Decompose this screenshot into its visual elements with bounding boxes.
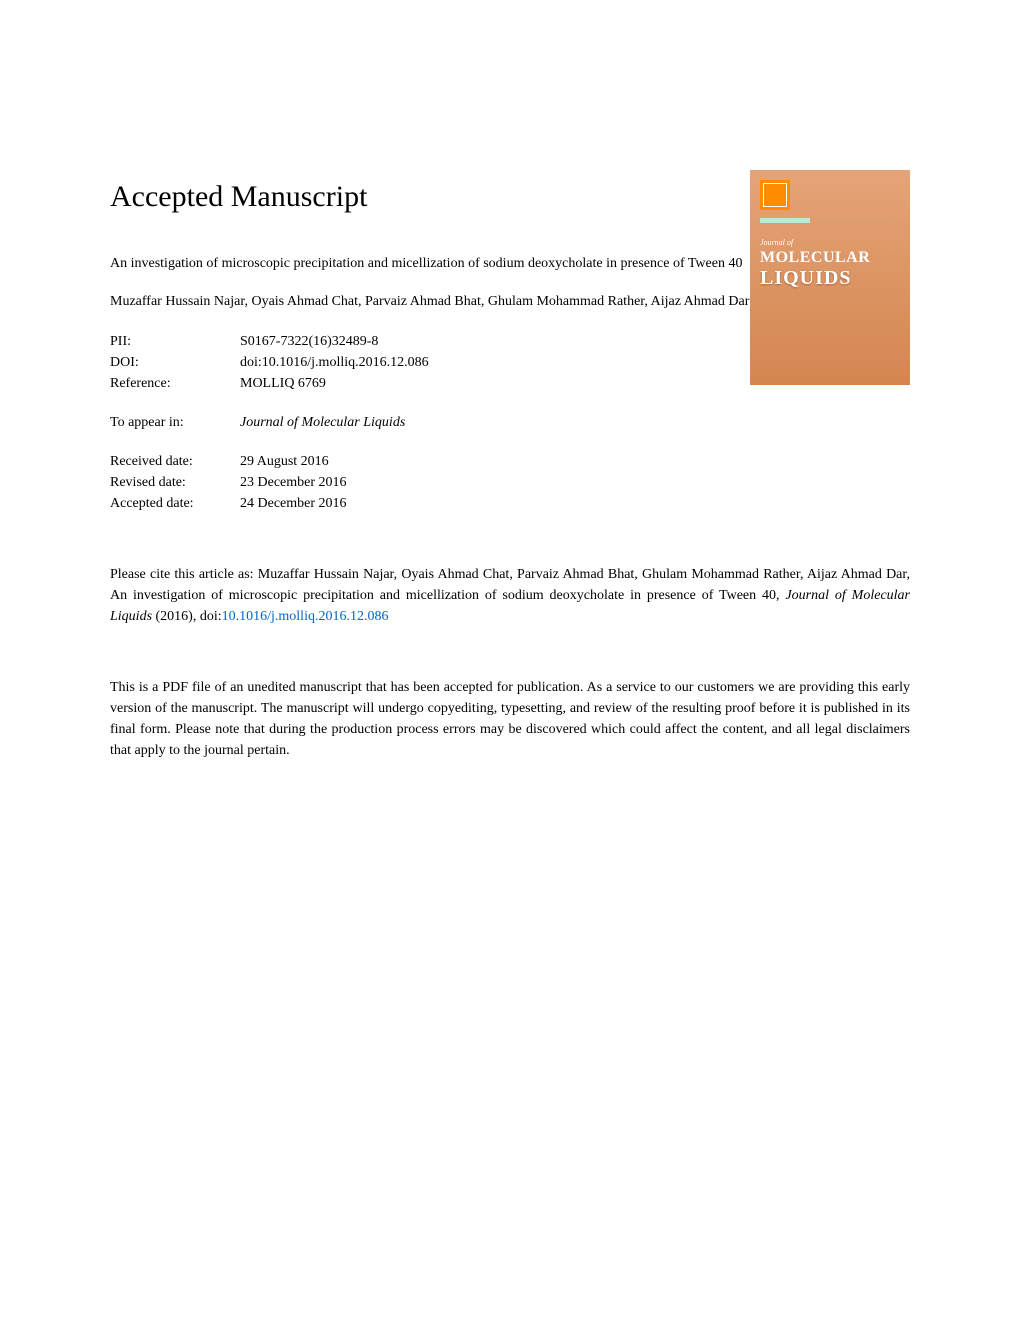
received-row: Received date: 29 August 2016	[110, 451, 910, 472]
pii-label: PII:	[110, 331, 240, 352]
disclaimer-paragraph: This is a PDF file of an unedited manusc…	[110, 677, 910, 761]
received-value: 29 August 2016	[240, 451, 329, 472]
citation-paragraph: Please cite this article as: Muzaffar Hu…	[110, 564, 910, 627]
cover-accent-bar	[760, 218, 810, 223]
accepted-row: Accepted date: 24 December 2016	[110, 493, 910, 514]
cover-title-line2: LIQUIDS	[760, 267, 900, 290]
appear-table: To appear in: Journal of Molecular Liqui…	[110, 412, 910, 433]
accepted-value: 24 December 2016	[240, 493, 347, 514]
revised-label: Revised date:	[110, 472, 240, 493]
reference-value: MOLLIQ 6769	[240, 373, 326, 394]
revised-value: 23 December 2016	[240, 472, 347, 493]
doi-prefix: doi:	[240, 355, 262, 370]
appear-value: Journal of Molecular Liquids	[240, 412, 405, 433]
revised-row: Revised date: 23 December 2016	[110, 472, 910, 493]
elsevier-logo-icon	[760, 180, 790, 210]
citation-doi-link[interactable]: 10.1016/j.molliq.2016.12.086	[222, 609, 389, 624]
doi-value: doi:10.1016/j.molliq.2016.12.086	[240, 352, 429, 373]
dates-table: Received date: 29 August 2016 Revised da…	[110, 451, 910, 514]
appear-row: To appear in: Journal of Molecular Liqui…	[110, 412, 910, 433]
cover-title-line1: MOLECULAR	[760, 249, 900, 267]
cover-prefix-text: Journal of	[760, 238, 900, 247]
accepted-label: Accepted date:	[110, 493, 240, 514]
doi-label: DOI:	[110, 352, 240, 373]
received-label: Received date:	[110, 451, 240, 472]
pii-value: S0167-7322(16)32489-8	[240, 331, 378, 352]
reference-label: Reference:	[110, 373, 240, 394]
appear-label: To appear in:	[110, 412, 240, 433]
doi-link[interactable]: 10.1016/j.molliq.2016.12.086	[262, 355, 429, 370]
journal-cover-thumbnail: Journal of MOLECULAR LIQUIDS	[750, 170, 910, 385]
citation-year: (2016), doi:	[152, 609, 222, 624]
